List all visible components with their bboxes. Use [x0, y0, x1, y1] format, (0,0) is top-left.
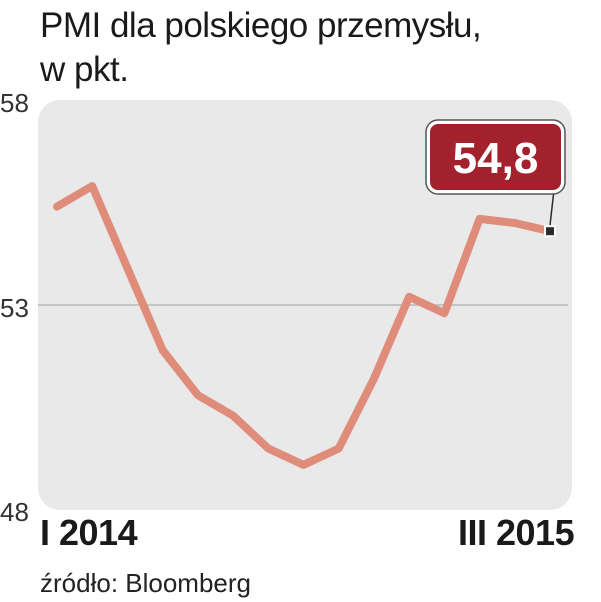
y-tick-58: 58: [0, 88, 29, 118]
chart-title: PMI dla polskiego przemysłu, w pkt.: [40, 4, 482, 92]
last-value-label: 54,8: [453, 134, 539, 183]
series-line: [53, 182, 554, 469]
last-point-marker: [544, 225, 556, 238]
title-line-1: PMI dla polskiego przemysłu,: [40, 6, 482, 45]
y-tick-48: 48: [0, 497, 29, 527]
y-tick-53: 53: [0, 293, 29, 323]
title-line-2: w pkt.: [40, 50, 129, 89]
badge-box: [430, 124, 561, 190]
x-label-end: III 2015: [458, 512, 575, 553]
x-label-start: I 2014: [40, 512, 138, 553]
source-note: źródło: Bloomberg: [40, 568, 251, 598]
badge-leader-line: [549, 189, 555, 226]
